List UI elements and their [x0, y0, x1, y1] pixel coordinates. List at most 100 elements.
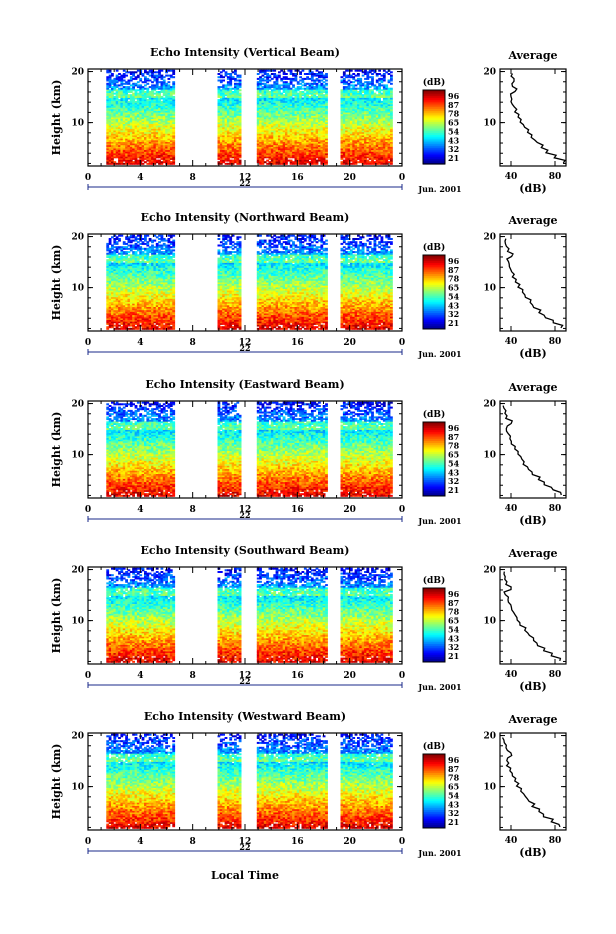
profile-x-tick-label: 40: [505, 504, 518, 514]
x-tick-label: 0: [85, 505, 91, 515]
x-tick-label: 20: [343, 671, 356, 681]
profile-x-tick-label: 80: [549, 337, 562, 347]
profile-x-label: (dB): [519, 514, 546, 527]
colorbar-unit: (dB): [423, 741, 445, 752]
panel-title: Echo Intensity (Northward Beam): [141, 211, 350, 224]
profile-x-tick-label: 80: [549, 172, 562, 182]
panel-1: Echo Intensity (Vertical Beam) Height (km…: [50, 46, 566, 195]
x-tick-label: 16: [291, 505, 304, 515]
y-axis-label: Height (km): [50, 80, 63, 156]
heatmap-cells: [106, 70, 393, 165]
profile-title: Average: [507, 381, 557, 394]
date-label: Jun. 2001: [417, 682, 461, 692]
profile-frame: [500, 69, 566, 166]
y-tick-label: 20: [71, 400, 84, 410]
profile-line: [503, 738, 561, 827]
profile-x-tick-label: 40: [505, 836, 518, 846]
x-axis-label: Local Time: [211, 869, 279, 882]
profile-line: [503, 406, 561, 495]
profile-x-tick-label: 80: [549, 670, 562, 680]
profile-title: Average: [507, 547, 557, 560]
profile-line: [511, 74, 565, 163]
profile-frame: [500, 733, 566, 830]
profile-y-tick-label: 20: [483, 566, 496, 576]
y-tick-label: 10: [71, 451, 84, 461]
y-tick-label: 10: [71, 119, 84, 129]
x-tick-label: 8: [190, 837, 196, 847]
y-axis-label: Height (km): [50, 412, 63, 488]
x-tick-label: 4: [137, 338, 143, 348]
profile-x-label: (dB): [519, 347, 546, 360]
profile-x-tick-label: 40: [505, 670, 518, 680]
y-tick-label: 20: [71, 68, 84, 78]
profile-line: [505, 239, 563, 328]
x-tick-label: 16: [291, 173, 304, 183]
panel-title: Echo Intensity (Southward Beam): [141, 544, 350, 557]
x-tick-label: 0: [85, 837, 91, 847]
y-tick-label: 10: [71, 783, 84, 793]
profile-x-tick-label: 80: [549, 504, 562, 514]
profile-title: Average: [507, 49, 557, 62]
x-tick-label: 20: [343, 837, 356, 847]
colorbar-tick-label: 21: [448, 651, 459, 661]
profile-y-tick-label: 10: [483, 119, 496, 129]
profile-panel: Average 20 10 40 80(dB): [483, 381, 566, 527]
panel-title: Echo Intensity (Vertical Beam): [150, 46, 340, 59]
x-tick-label: 8: [190, 173, 196, 183]
colorbar: [423, 754, 445, 829]
panel-4: Echo Intensity (Southward Beam) Height (k…: [50, 544, 566, 693]
x-tick-label: 0: [399, 173, 405, 183]
y-tick-label: 20: [71, 233, 84, 243]
heatmap-cells: [106, 734, 393, 829]
heatmap-cells: [106, 402, 393, 497]
profile-x-tick-label: 80: [549, 836, 562, 846]
date-label: Jun. 2001: [417, 349, 461, 359]
y-axis-label: Height (km): [50, 578, 63, 654]
profile-frame: [500, 567, 566, 664]
x-tick-label: 0: [399, 505, 405, 515]
panel-5: Echo Intensity (Westward Beam)Height (km…: [50, 710, 566, 859]
x-tick-label: 4: [137, 837, 143, 847]
x-tick-label: 20: [343, 338, 356, 348]
y-tick-label: 20: [71, 566, 84, 576]
profile-x-tick-label: 40: [505, 172, 518, 182]
date-label: Jun. 2001: [417, 184, 461, 194]
colorbar-tick-label: 21: [448, 817, 459, 827]
profile-frame: [500, 234, 566, 331]
day-label: 22: [239, 842, 250, 852]
profile-title: Average: [507, 214, 557, 227]
panel-2: Echo Intensity (Northward Beam) Height (k…: [50, 211, 566, 360]
x-tick-label: 16: [291, 837, 304, 847]
x-tick-label: 0: [85, 338, 91, 348]
y-tick-label: 10: [71, 284, 84, 294]
profile-x-tick-label: 40: [505, 337, 518, 347]
profile-x-label: (dB): [519, 680, 546, 693]
colorbar-tick-label: 21: [448, 153, 459, 163]
colorbar: [423, 90, 445, 165]
profile-y-tick-label: 20: [483, 68, 496, 78]
x-tick-label: 0: [85, 671, 91, 681]
profile-y-tick-label: 10: [483, 451, 496, 461]
panel-title: Echo Intensity (Eastward Beam): [145, 378, 344, 391]
y-axis-label: Height (km): [50, 744, 63, 820]
colorbar-unit: (dB): [423, 77, 445, 88]
x-tick-label: 0: [399, 338, 405, 348]
x-tick-label: 4: [137, 671, 143, 681]
profile-y-tick-label: 20: [483, 400, 496, 410]
profile-frame: [500, 401, 566, 498]
x-tick-label: 20: [343, 173, 356, 183]
y-tick-label: 10: [71, 617, 84, 627]
day-label: 22: [239, 178, 250, 188]
y-axis-label: Height (km): [50, 245, 63, 321]
x-tick-label: 8: [190, 338, 196, 348]
colorbar-unit: (dB): [423, 409, 445, 420]
colorbar: [423, 255, 445, 330]
heatmap-cells: [106, 235, 393, 330]
profile-y-tick-label: 10: [483, 783, 496, 793]
x-tick-label: 0: [399, 837, 405, 847]
